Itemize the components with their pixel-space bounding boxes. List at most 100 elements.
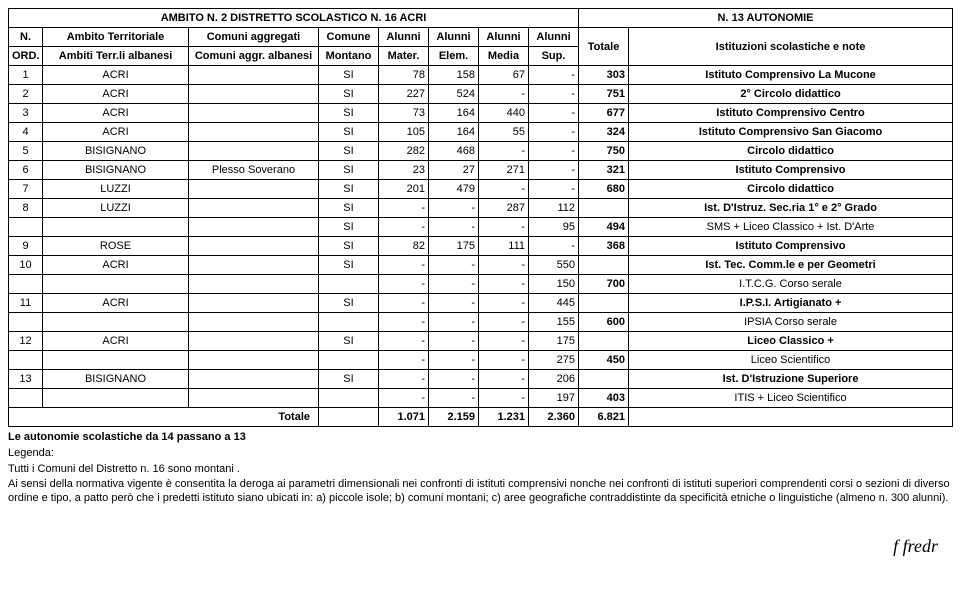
h-elem1: Alunni — [429, 28, 479, 47]
notes-line1: Le autonomie scolastiche da 14 passano a… — [8, 431, 952, 445]
table-row: SI---95494SMS + Liceo Classico + Ist. D'… — [9, 218, 953, 237]
cell-n: 9 — [9, 237, 43, 256]
cell-amb: ACRI — [43, 66, 189, 85]
cell-med: - — [479, 370, 529, 389]
cell-med: - — [479, 294, 529, 313]
cell-ist: Ist. D'Istruzione Superiore — [629, 370, 953, 389]
cell-sup: 175 — [529, 332, 579, 351]
h-med2: Media — [479, 47, 529, 66]
cell-med: 440 — [479, 104, 529, 123]
cell-elem: - — [429, 256, 479, 275]
notes-block: Le autonomie scolastiche da 14 passano a… — [8, 431, 952, 506]
cell-med: - — [479, 389, 529, 408]
cell-med: - — [479, 85, 529, 104]
cell-tot: 677 — [579, 104, 629, 123]
cell-med: - — [479, 275, 529, 294]
cell-tot: 321 — [579, 161, 629, 180]
cell-mont: SI — [319, 180, 379, 199]
cell-mat: - — [379, 313, 429, 332]
cell-agg — [189, 142, 319, 161]
cell-sup: 112 — [529, 199, 579, 218]
cell-tot — [579, 332, 629, 351]
cell-n: 3 — [9, 104, 43, 123]
totals-row: Totale 1.071 2.159 1.231 2.360 6.821 — [9, 408, 953, 427]
cell-tot — [579, 294, 629, 313]
h-tot: Totale — [579, 28, 629, 66]
cell-mat: 227 — [379, 85, 429, 104]
cell-n — [9, 275, 43, 294]
cell-mont: SI — [319, 123, 379, 142]
cell-amb: ROSE — [43, 237, 189, 256]
cell-ist: Circolo didattico — [629, 180, 953, 199]
cell-tot: 600 — [579, 313, 629, 332]
cell-elem: - — [429, 218, 479, 237]
h-agg1: Comuni aggregati — [189, 28, 319, 47]
cell-tot: 751 — [579, 85, 629, 104]
cell-med: - — [479, 218, 529, 237]
cell-mont — [319, 351, 379, 370]
cell-tot: 303 — [579, 66, 629, 85]
cell-amb: LUZZI — [43, 180, 189, 199]
h-amb1: Ambito Territoriale — [43, 28, 189, 47]
cell-mont: SI — [319, 85, 379, 104]
cell-mat: - — [379, 199, 429, 218]
table-row: ---275450Liceo Scientifico — [9, 351, 953, 370]
cell-tot: 450 — [579, 351, 629, 370]
cell-med: 55 — [479, 123, 529, 142]
cell-sup: 150 — [529, 275, 579, 294]
header-row-1: N. Ambito Territoriale Comuni aggregati … — [9, 28, 953, 47]
cell-med: 271 — [479, 161, 529, 180]
notes-line2: Legenda: — [8, 447, 952, 461]
totals-med: 1.231 — [479, 408, 529, 427]
cell-ist: Ist. Tec. Comm.le e per Geometri — [629, 256, 953, 275]
cell-med: 111 — [479, 237, 529, 256]
cell-n: 10 — [9, 256, 43, 275]
cell-tot: 700 — [579, 275, 629, 294]
cell-sup: - — [529, 180, 579, 199]
cell-elem: 524 — [429, 85, 479, 104]
cell-n — [9, 389, 43, 408]
cell-ist: I.P.S.I. Artigianato + — [629, 294, 953, 313]
cell-elem: - — [429, 294, 479, 313]
cell-tot — [579, 370, 629, 389]
cell-ist: Liceo Scientifico — [629, 351, 953, 370]
cell-sup: - — [529, 237, 579, 256]
h-sup2: Sup. — [529, 47, 579, 66]
cell-mat: - — [379, 351, 429, 370]
top-header-right: N. 13 AUTONOMIE — [579, 9, 953, 28]
cell-tot: 494 — [579, 218, 629, 237]
cell-med: - — [479, 256, 529, 275]
h-ord1: N. — [9, 28, 43, 47]
cell-amb: ACRI — [43, 104, 189, 123]
cell-sup: 206 — [529, 370, 579, 389]
cell-sup: 197 — [529, 389, 579, 408]
cell-ist: 2° Circolo didattico — [629, 85, 953, 104]
cell-mat: 73 — [379, 104, 429, 123]
cell-elem: - — [429, 199, 479, 218]
table-row: 7LUZZISI201479--680Circolo didattico — [9, 180, 953, 199]
totals-label: Totale — [9, 408, 319, 427]
cell-tot: 324 — [579, 123, 629, 142]
cell-mont: SI — [319, 104, 379, 123]
cell-amb — [43, 389, 189, 408]
top-header-row: AMBITO N. 2 DISTRETTO SCOLASTICO N. 16 A… — [9, 9, 953, 28]
table-row: 12ACRISI---175Liceo Classico + — [9, 332, 953, 351]
cell-ist: Circolo didattico — [629, 142, 953, 161]
cell-sup: - — [529, 85, 579, 104]
cell-ist: Ist. D'Istruz. Sec.ria 1° e 2° Grado — [629, 199, 953, 218]
cell-tot: 750 — [579, 142, 629, 161]
cell-n: 12 — [9, 332, 43, 351]
cell-elem: 468 — [429, 142, 479, 161]
cell-mont: SI — [319, 256, 379, 275]
cell-elem: - — [429, 370, 479, 389]
h-agg2: Comuni aggr. albanesi — [189, 47, 319, 66]
h-mont2: Montano — [319, 47, 379, 66]
h-mat1: Alunni — [379, 28, 429, 47]
cell-elem: - — [429, 332, 479, 351]
cell-mat: - — [379, 275, 429, 294]
cell-sup: - — [529, 104, 579, 123]
cell-mat: 282 — [379, 142, 429, 161]
h-amb2: Ambiti Terr.li albanesi — [43, 47, 189, 66]
cell-mont: SI — [319, 142, 379, 161]
cell-agg — [189, 351, 319, 370]
